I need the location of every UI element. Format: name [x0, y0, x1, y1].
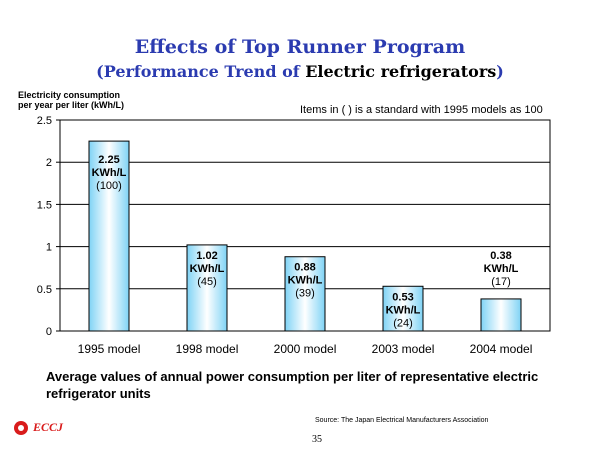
y-tick-label: 2.5 — [37, 115, 52, 127]
source-note: Source: The Japan Electrical Manufacture… — [315, 417, 489, 424]
eccj-logo: ECCJ — [14, 420, 63, 435]
bar — [382, 285, 424, 332]
value-label: 0.53 — [392, 291, 413, 303]
y-axis-label: Electricity consumption per year per lit… — [18, 90, 124, 110]
y-tick-label: 0 — [46, 326, 52, 338]
x-tick-label: 1995 model — [78, 342, 141, 356]
page-subtitle: (Performance Trend of Electric refrigera… — [0, 62, 600, 81]
unit-label: KWh/L — [484, 263, 519, 275]
index-label: (100) — [96, 180, 122, 192]
bar-chart: 2.25KWh/L(100)1.02KWh/L(45)0.88KWh/L(39)… — [37, 115, 551, 356]
plot-frame — [59, 119, 551, 332]
value-label: 1.02 — [196, 250, 217, 262]
unit-label: KWh/L — [190, 263, 225, 275]
value-label: 0.88 — [294, 262, 315, 274]
value-label: 2.25 — [98, 154, 119, 166]
y-tick-label: 1 — [46, 242, 52, 254]
x-tick-label: 2004 model — [470, 342, 533, 356]
index-label: (45) — [197, 276, 217, 288]
axes: 0 0.5 1 1.5 2 2.5 1995 model 1998 model 2000 mod… — [37, 115, 551, 356]
unit-label: KWh/L — [288, 275, 323, 287]
y-tick-label: 0.5 — [37, 284, 52, 296]
value-label: 0.38 — [490, 250, 511, 262]
data-labels: 2.25KWh/L(100)1.02KWh/L(45)0.88KWh/L(39)… — [92, 154, 519, 329]
index-label: (24) — [393, 317, 413, 329]
x-tick-label: 2003 model — [372, 342, 435, 356]
chart-caption: Average values of annual power consumpti… — [46, 369, 539, 401]
eccj-logo-icon — [14, 420, 28, 435]
y-tick-label: 1.5 — [37, 199, 52, 211]
unit-label: KWh/L — [92, 167, 127, 179]
index-label: (17) — [491, 276, 511, 288]
y-axis-label-line: per year per liter (kWh/L) — [18, 100, 125, 110]
bar — [88, 140, 130, 332]
x-tick-label: 2000 model — [274, 342, 337, 356]
bar — [186, 244, 228, 332]
subtitle-suffix: ) — [496, 62, 504, 81]
logo-text: ECCJ — [33, 420, 64, 434]
bar — [480, 298, 522, 332]
bar — [284, 256, 326, 332]
subtitle-highlight: Electric refrigerators — [305, 62, 497, 81]
y-tick-label: 2 — [46, 157, 52, 169]
chart-note: Items in ( ) is a standard with 1995 mod… — [300, 104, 543, 116]
index-label: (39) — [295, 288, 315, 300]
unit-label: KWh/L — [386, 304, 421, 316]
page-number: 35 — [312, 434, 322, 445]
subtitle-prefix: (Performance Trend of — [96, 62, 306, 81]
page-title: Effects of Top Runner Program — [134, 36, 466, 58]
y-axis-label-line: Electricity consumption — [18, 90, 121, 100]
x-tick-label: 1998 model — [176, 342, 239, 356]
bars — [88, 140, 522, 332]
